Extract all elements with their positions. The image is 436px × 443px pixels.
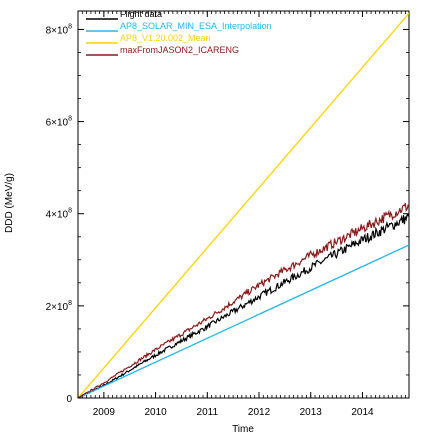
- x-tick-label: 2009: [93, 407, 116, 418]
- x-tick-label: 2014: [351, 407, 374, 418]
- y-tick-label: 6×108: [46, 116, 73, 129]
- y-tick-label: 4×108: [46, 208, 73, 221]
- x-axis-label: Time: [232, 424, 254, 435]
- legend-label: maxFromJASON2_ICARENG: [120, 45, 239, 55]
- legend-label: Flight data: [120, 9, 162, 19]
- series-line-3: [78, 202, 409, 398]
- series-line-1: [78, 244, 409, 398]
- legend-label: AP8_SOLAR_MIN_ESA_Interpolation: [120, 21, 272, 31]
- y-tick-label: 2×108: [46, 300, 73, 313]
- x-tick-label: 2011: [197, 407, 219, 418]
- y-tick-label: 8×108: [46, 23, 73, 36]
- series-line-0: [78, 213, 409, 398]
- y-axis-label: DDD (MeV/g): [4, 173, 15, 233]
- series-layer: [78, 12, 409, 398]
- x-tick-label: 2012: [248, 407, 271, 418]
- legend-label: AP8_V1.20.002_Mean: [120, 33, 211, 43]
- x-tick-label: 2013: [300, 407, 323, 418]
- y-tick-label: 0: [66, 394, 72, 405]
- x-tick-label: 2010: [144, 407, 167, 418]
- ticks-layer: 2009 2010 2011 2012 2013 2014 0 2×108 4×108 6×108…: [46, 11, 409, 418]
- legend: Flight data AP8_SOLAR_MIN_ESA_Interpolati…: [86, 9, 272, 56]
- series-line-2: [78, 12, 409, 398]
